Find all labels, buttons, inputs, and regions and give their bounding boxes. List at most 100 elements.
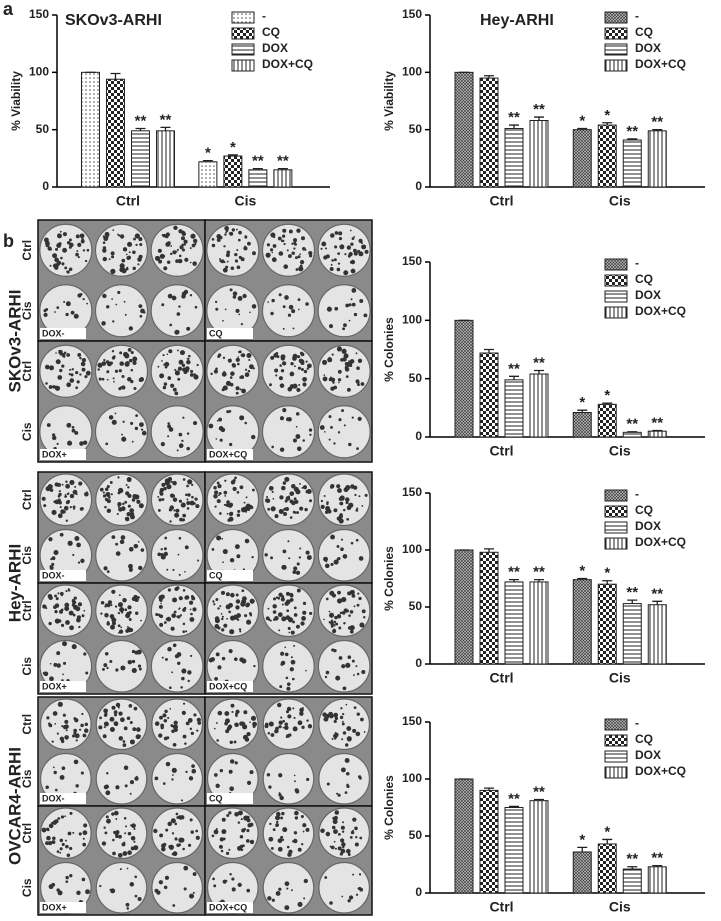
colony <box>219 837 224 842</box>
colony <box>281 616 287 622</box>
colony <box>252 488 255 492</box>
colony <box>172 904 176 907</box>
colony <box>157 613 161 617</box>
colony <box>267 507 271 511</box>
colony <box>237 509 241 513</box>
error-bar <box>484 75 494 79</box>
colony <box>182 608 186 612</box>
colony <box>51 509 57 515</box>
colony <box>343 270 349 276</box>
colony <box>190 731 194 736</box>
colony <box>120 626 123 629</box>
plate-tag: DOX+CQ <box>209 449 247 459</box>
colony <box>295 434 301 439</box>
colony <box>272 497 275 500</box>
colony <box>355 665 358 668</box>
colony <box>324 563 330 569</box>
colony <box>188 776 194 781</box>
colony <box>217 665 222 670</box>
colony <box>241 388 246 394</box>
colony <box>177 553 180 556</box>
colony <box>170 245 173 247</box>
colony <box>74 536 80 542</box>
colony <box>330 845 335 850</box>
y-axis-label: % Viability <box>9 71 23 131</box>
plate-row-label: Cis <box>20 301 34 320</box>
colony <box>289 667 294 672</box>
colony <box>65 620 70 625</box>
colony <box>187 718 193 723</box>
colony <box>119 386 123 389</box>
colony <box>344 743 349 747</box>
y-tick-label: 0 <box>415 429 422 443</box>
colony <box>358 596 362 601</box>
colony <box>181 676 185 681</box>
y-tick-label: 50 <box>36 122 50 136</box>
colony <box>65 590 68 593</box>
colony <box>99 716 102 720</box>
plate-tag: CQ <box>209 328 223 338</box>
colony <box>342 731 347 735</box>
colony <box>235 391 239 395</box>
colony <box>280 597 285 602</box>
colony <box>349 363 353 368</box>
colony <box>67 440 73 446</box>
bar <box>597 583 617 665</box>
colony <box>167 422 170 425</box>
colony <box>187 670 192 675</box>
colony <box>81 357 87 363</box>
colony <box>281 838 285 842</box>
colony <box>46 423 51 427</box>
colony <box>299 483 301 485</box>
colony <box>234 811 239 817</box>
colony <box>353 605 356 608</box>
colony <box>46 827 50 831</box>
colony <box>48 595 53 601</box>
colony <box>219 236 223 240</box>
colony <box>127 347 132 352</box>
colony <box>186 507 190 510</box>
colony <box>186 446 190 451</box>
colony <box>111 255 115 259</box>
colony <box>335 622 339 626</box>
colony <box>103 826 106 829</box>
colony <box>51 556 56 561</box>
colony <box>240 848 244 852</box>
colony <box>355 352 358 355</box>
colony <box>330 534 335 540</box>
colony <box>341 409 344 413</box>
colony <box>350 830 355 835</box>
colony <box>286 845 290 849</box>
colony <box>221 829 227 835</box>
colony <box>62 247 68 253</box>
significance: * <box>579 562 585 579</box>
significance: * <box>604 107 610 124</box>
colony <box>228 602 233 608</box>
colony <box>349 836 353 839</box>
colony <box>80 361 86 367</box>
colony <box>138 377 143 382</box>
colony <box>158 598 162 602</box>
colony <box>172 250 177 255</box>
colony <box>233 657 238 661</box>
colony <box>322 359 328 365</box>
colony <box>57 890 63 896</box>
colony <box>308 250 313 256</box>
legend-swatch <box>604 59 628 72</box>
colony <box>326 782 330 786</box>
colony <box>222 267 228 273</box>
colony <box>302 376 307 382</box>
colony <box>103 713 108 717</box>
colony <box>138 304 143 309</box>
colony <box>288 304 294 310</box>
colony <box>286 609 290 613</box>
colony <box>115 785 120 790</box>
colony <box>179 245 184 250</box>
colony <box>235 709 240 714</box>
colony <box>80 239 85 244</box>
colony <box>104 831 108 835</box>
colony <box>171 295 177 301</box>
significance: * <box>579 394 585 411</box>
colony <box>265 252 271 258</box>
colony <box>189 261 192 264</box>
